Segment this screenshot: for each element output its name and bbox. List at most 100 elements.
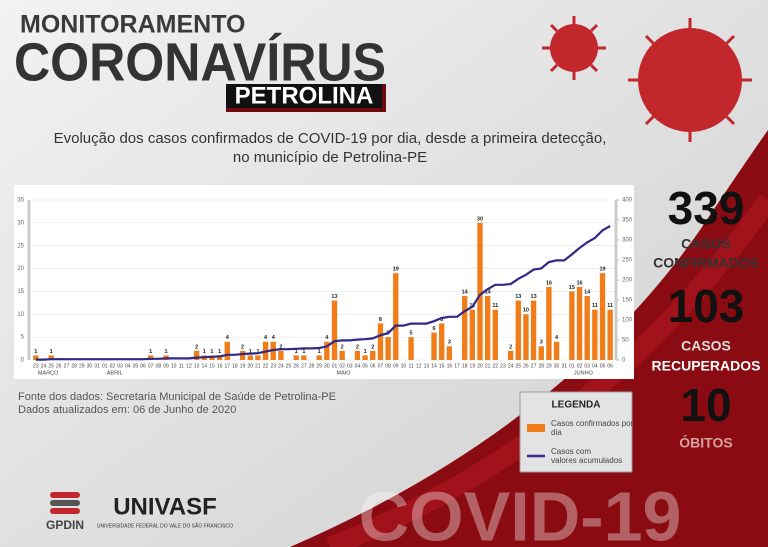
logo-text: GPDIN	[46, 518, 84, 532]
x-tick-label: 06	[370, 363, 376, 369]
bar	[576, 286, 583, 360]
x-tick-label: 04	[125, 363, 131, 369]
bar	[530, 300, 537, 360]
x-tick-label: 08	[156, 363, 162, 369]
bar	[339, 350, 345, 360]
y-tick-label: 5	[21, 335, 25, 341]
gpdin-logo	[50, 492, 80, 514]
x-tick-label: 16	[447, 363, 453, 369]
value-label: 13	[531, 294, 537, 300]
x-tick-label: 22	[263, 363, 269, 369]
stat-value: 103	[668, 280, 745, 332]
x-tick-label: 02	[339, 363, 345, 369]
y2-tick-label: 350	[622, 218, 633, 224]
y-tick-label: 20	[17, 266, 24, 272]
bar	[255, 355, 261, 360]
x-tick-label: 23	[500, 363, 506, 369]
bar	[584, 296, 590, 360]
bar	[439, 323, 445, 360]
x-tick-label: 23	[270, 363, 276, 369]
value-label: 1	[210, 349, 213, 355]
value-label: 2	[509, 344, 512, 350]
legend-title: LEGENDA	[552, 400, 601, 411]
value-label: 14	[462, 289, 469, 295]
value-label: 2	[371, 344, 374, 350]
x-tick-label: 24	[41, 363, 47, 369]
chart-subtitle: no município de Petrolina-PE	[233, 149, 427, 166]
bar	[48, 355, 54, 360]
x-tick-label: 14	[431, 363, 437, 369]
chart-title: Evolução dos casos confirmados de COVID-…	[54, 130, 607, 147]
x-tick-label: 18	[232, 363, 238, 369]
x-tick-label: 07	[148, 363, 154, 369]
value-label: 8	[379, 317, 382, 323]
x-tick-label: 29	[79, 363, 85, 369]
value-label: 1	[50, 349, 53, 355]
bar	[324, 341, 330, 360]
x-tick-label: 01	[102, 363, 108, 369]
x-tick-label: 19	[470, 363, 476, 369]
x-tick-label: 16	[217, 363, 223, 369]
value-label: 13	[331, 294, 337, 300]
x-tick-label: 21	[255, 363, 261, 369]
x-tick-label: 27	[531, 363, 537, 369]
x-tick-label: 09	[163, 363, 169, 369]
x-tick-label: 19	[240, 363, 246, 369]
x-tick-label: 18	[462, 363, 468, 369]
x-tick-label: 15	[439, 363, 445, 369]
x-tick-label: 28	[538, 363, 544, 369]
value-label: 4	[226, 335, 230, 341]
bar	[247, 355, 253, 360]
x-tick-label: 02	[577, 363, 583, 369]
bar	[523, 314, 529, 360]
x-tick-label: 20	[477, 363, 483, 369]
value-label: 11	[492, 303, 498, 309]
red-swoop	[290, 130, 768, 547]
value-label: 2	[341, 344, 344, 350]
x-tick-label: 05	[133, 363, 139, 369]
x-tick-label: 05	[362, 363, 368, 369]
x-tick-label: 06	[140, 363, 146, 369]
y2-tick-label: 300	[622, 238, 633, 244]
y2-tick-label: 150	[622, 298, 633, 304]
x-tick-label: 15	[209, 363, 215, 369]
legend-swatch	[527, 424, 545, 432]
x-tick-label: 27	[64, 363, 70, 369]
source-date: Dados atualizados em: 06 de Junho de 202…	[18, 404, 236, 416]
month-label: ABRIL	[107, 370, 123, 376]
virus-icons	[550, 24, 742, 132]
bar	[216, 355, 223, 360]
x-tick-label: 23	[33, 363, 39, 369]
value-label: 2	[279, 344, 282, 350]
bar	[385, 337, 391, 360]
month-label: MAIO	[336, 370, 351, 376]
y-tick-label: 30	[17, 220, 24, 226]
x-tick-label: 07	[378, 363, 384, 369]
value-label: 2	[356, 344, 359, 350]
value-label: 14	[584, 289, 591, 295]
bar	[331, 300, 338, 360]
legend-label: Casos confirmados por dia	[551, 419, 634, 437]
bar	[484, 296, 491, 360]
value-label: 10	[523, 308, 529, 314]
y2-tick-label: 50	[622, 338, 629, 344]
bar	[507, 350, 514, 360]
y2-tick-label: 100	[622, 318, 633, 324]
value-label: 16	[546, 280, 552, 286]
virus-spikes	[542, 16, 752, 142]
value-label: 1	[218, 349, 221, 355]
value-label: 30	[477, 216, 483, 222]
bar	[354, 350, 361, 360]
value-label: 1	[34, 349, 37, 355]
x-tick-label: 22	[493, 363, 499, 369]
header-title: CORONAVÍRUS	[14, 32, 386, 92]
y2-tick-label: 200	[622, 278, 633, 284]
x-tick-label: 11	[179, 363, 184, 369]
x-tick-label: 06	[607, 363, 613, 369]
value-label: 19	[393, 267, 399, 273]
y-tick-label: 15	[17, 289, 24, 295]
bar	[546, 286, 552, 360]
bar	[515, 300, 521, 360]
value-label: 14	[485, 289, 492, 295]
